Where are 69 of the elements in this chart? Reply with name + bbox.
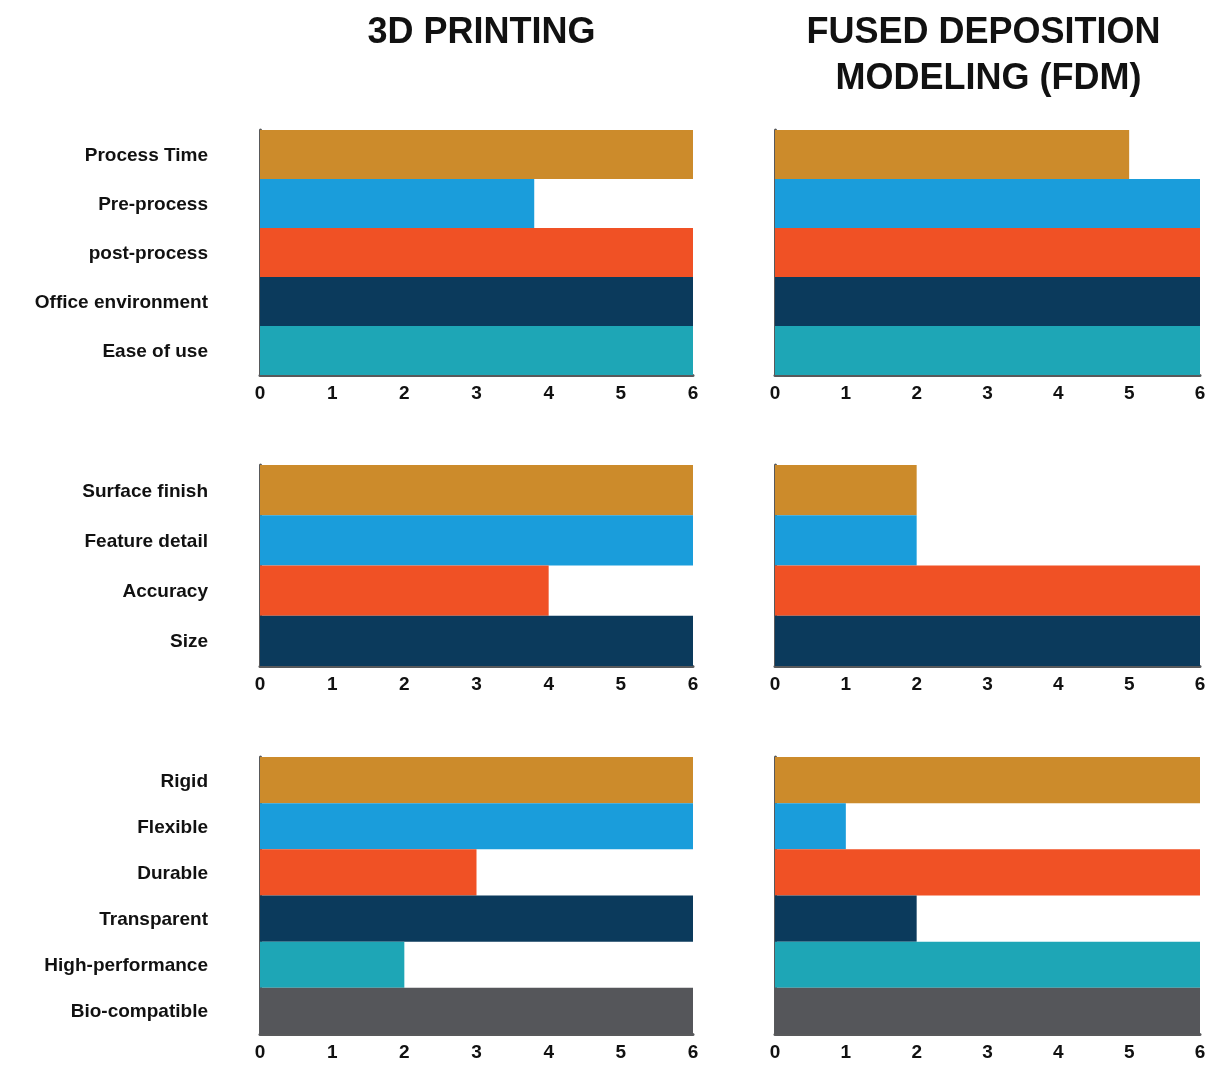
x-tick-label: 3	[471, 382, 482, 403]
y-tick-label: Rigid	[160, 769, 208, 791]
y-tick-label: Size	[169, 630, 208, 652]
x-tick-label: 3	[982, 382, 993, 403]
bar	[775, 803, 846, 850]
y-tick-label: Bio-compatible	[70, 1000, 208, 1022]
x-tick-label: 6	[687, 382, 699, 403]
y-tick-label: Feature detail	[84, 529, 208, 551]
x-tick-label: 1	[840, 382, 852, 403]
bar	[260, 757, 693, 804]
x-tick-label: 0	[769, 382, 781, 403]
bar	[775, 757, 1200, 804]
y-tick-label: Surface finish	[82, 479, 208, 501]
y-tick-label: Office environment	[34, 291, 209, 312]
x-tick-label: 4	[543, 1041, 555, 1062]
bar	[260, 803, 693, 850]
y-tick-label: Pre-process	[98, 193, 208, 214]
x-tick-label: 0	[254, 1041, 266, 1062]
y-tick-label: Flexible	[137, 815, 208, 837]
x-tick-label: 6	[1194, 673, 1206, 694]
x-tick-label: 3	[982, 673, 993, 694]
x-tick-label: 4	[543, 673, 555, 694]
x-tick-label: 6	[687, 1041, 699, 1062]
x-tick-label: 4	[1053, 382, 1065, 403]
y-tick-label: Durable	[137, 861, 208, 883]
x-tick-label: 0	[254, 382, 266, 403]
x-tick-label: 0	[769, 1041, 781, 1062]
x-tick-label: 5	[615, 673, 627, 694]
x-tick-label: 0	[254, 673, 266, 694]
x-tick-label: 3	[982, 1041, 993, 1062]
y-tick-label: Ease of use	[102, 340, 208, 361]
x-tick-label: 5	[1123, 673, 1135, 694]
x-tick-label: 1	[326, 382, 338, 403]
bar	[775, 941, 1200, 988]
bar	[260, 941, 405, 988]
x-tick-label: 1	[840, 673, 852, 694]
x-tick-label: 5	[1123, 1041, 1135, 1062]
x-tick-label: 6	[1194, 382, 1206, 403]
bar	[260, 849, 477, 896]
x-tick-label: 5	[615, 1041, 627, 1062]
x-tick-label: 4	[543, 382, 555, 403]
x-tick-label: 5	[615, 382, 627, 403]
x-tick-label: 3	[471, 1041, 482, 1062]
x-tick-label: 1	[326, 673, 338, 694]
x-tick-label: 6	[687, 673, 699, 694]
x-tick-label: 2	[399, 673, 410, 694]
bar	[775, 849, 1200, 896]
chart-title: 3D PRINTING	[367, 9, 596, 51]
x-tick-label: 0	[769, 673, 781, 694]
x-tick-label: 4	[1053, 1041, 1065, 1062]
x-tick-label: 2	[911, 382, 922, 403]
bar	[260, 895, 693, 942]
x-tick-label: 1	[840, 1041, 852, 1062]
y-tick-label: post-process	[88, 242, 208, 263]
x-tick-label: 2	[911, 673, 922, 694]
x-tick-label: 2	[399, 382, 410, 403]
x-tick-label: 4	[1053, 673, 1065, 694]
y-tick-label: Process Time	[84, 144, 208, 165]
x-tick-label: 2	[399, 1041, 410, 1062]
y-tick-label: High-performance	[44, 954, 208, 976]
x-tick-label: 2	[911, 1041, 922, 1062]
chart-title: FUSED DEPOSITION MODELING (FDM)	[806, 9, 1171, 97]
x-tick-label: 5	[1123, 382, 1135, 403]
y-tick-label: Transparent	[99, 908, 209, 930]
x-tick-label: 6	[1194, 1041, 1206, 1062]
bar	[775, 895, 917, 942]
x-tick-label: 3	[471, 673, 482, 694]
x-tick-label: 1	[326, 1041, 338, 1062]
y-tick-label: Accuracy	[122, 580, 209, 602]
